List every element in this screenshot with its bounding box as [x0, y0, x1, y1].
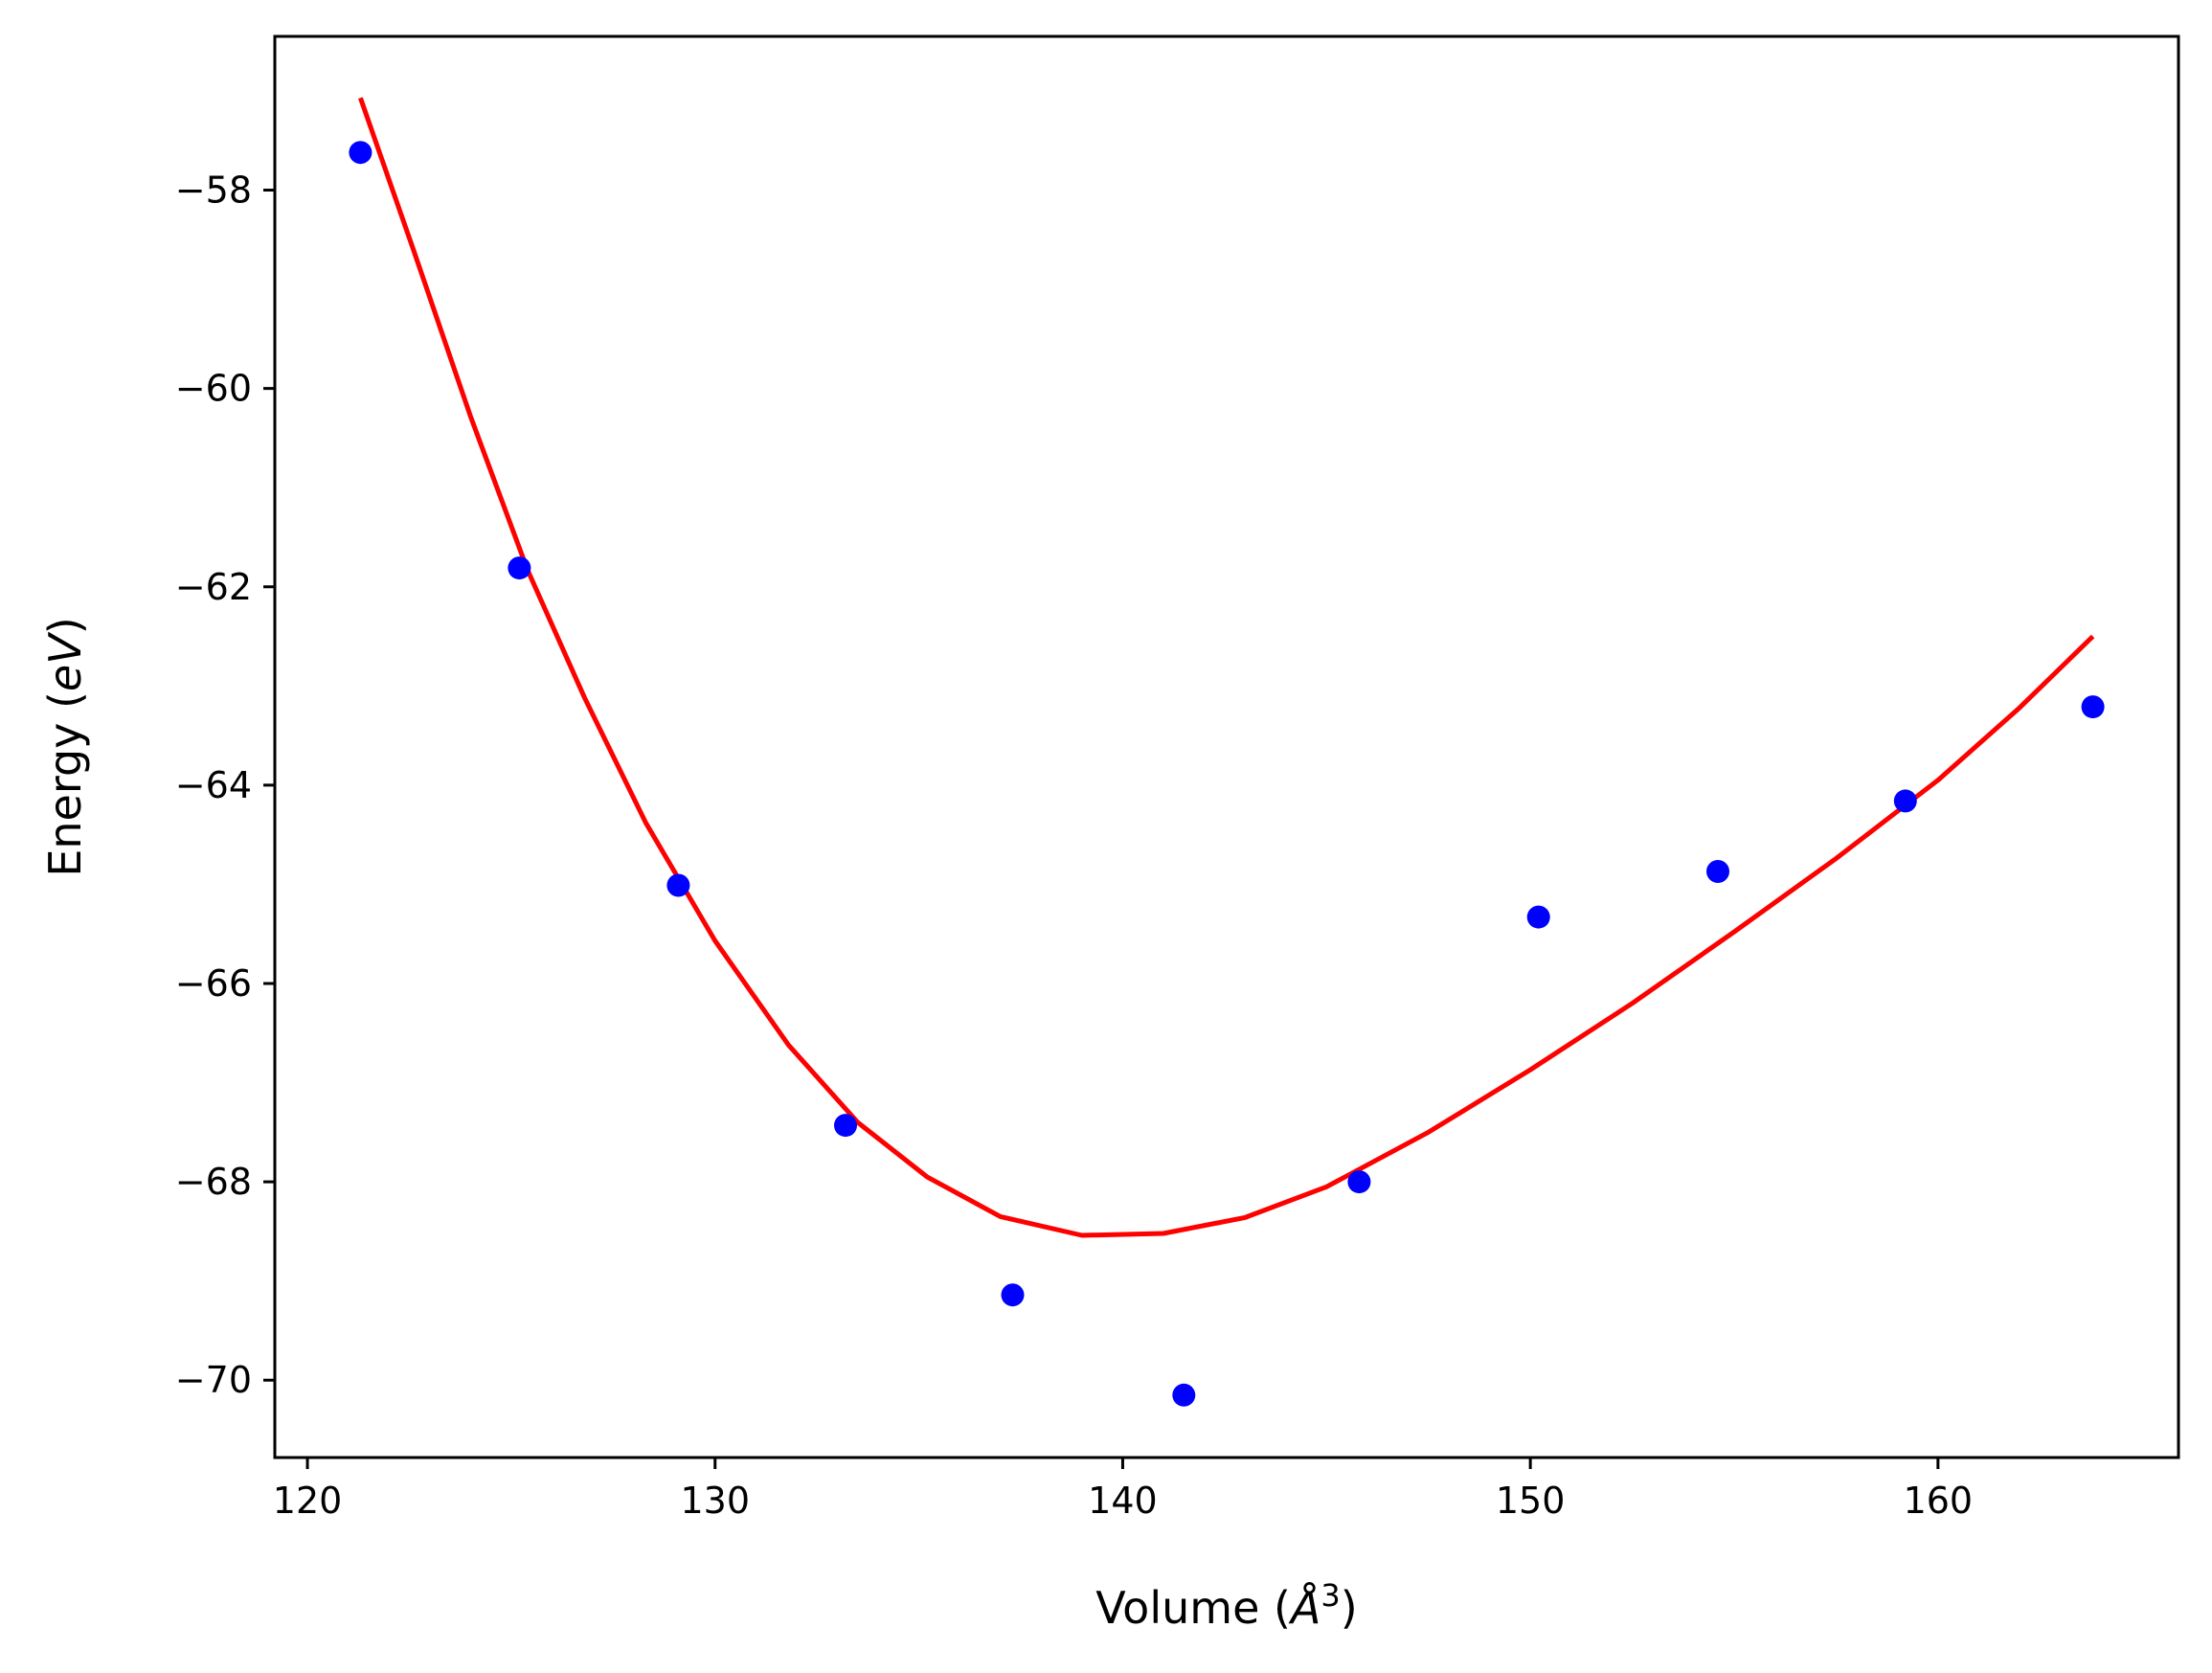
plot-area: [349, 97, 2105, 1407]
axes-frame: [273, 34, 2180, 1459]
x-tick-label: 160: [1904, 1480, 1974, 1522]
data-point: [508, 556, 531, 580]
x-tick-label: 120: [273, 1480, 343, 1522]
y-tick-label: −66: [175, 962, 252, 1005]
y-tick-label: −68: [175, 1161, 252, 1203]
y-tick-label: −58: [175, 170, 252, 212]
data-point: [349, 141, 372, 165]
x-tick-label: 140: [1088, 1480, 1158, 1522]
axis-ticks: 120 130 140 150 160 −58 −60 −62 −64 −66 −68 −70: [175, 170, 1973, 1522]
y-axis-label: Energy (eV): [39, 617, 91, 876]
data-point: [1526, 905, 1550, 929]
x-axis-label: Volume (Å3): [1095, 1577, 1357, 1634]
data-point: [2081, 695, 2105, 719]
data-point: [1347, 1170, 1371, 1194]
y-tick-label: −70: [175, 1359, 252, 1401]
y-tick-label: −62: [175, 566, 252, 608]
data-point: [1172, 1383, 1196, 1407]
data-point: [666, 873, 690, 897]
x-tick-label: 130: [680, 1480, 750, 1522]
y-tick-label: −60: [175, 368, 252, 410]
data-point: [834, 1114, 857, 1138]
fit-curve: [358, 97, 2095, 1238]
y-tick-label: −64: [175, 764, 252, 806]
data-point: [1893, 789, 1917, 813]
data-point: [1001, 1283, 1025, 1307]
x-tick-label: 150: [1496, 1480, 1566, 1522]
data-point: [1706, 860, 1729, 883]
